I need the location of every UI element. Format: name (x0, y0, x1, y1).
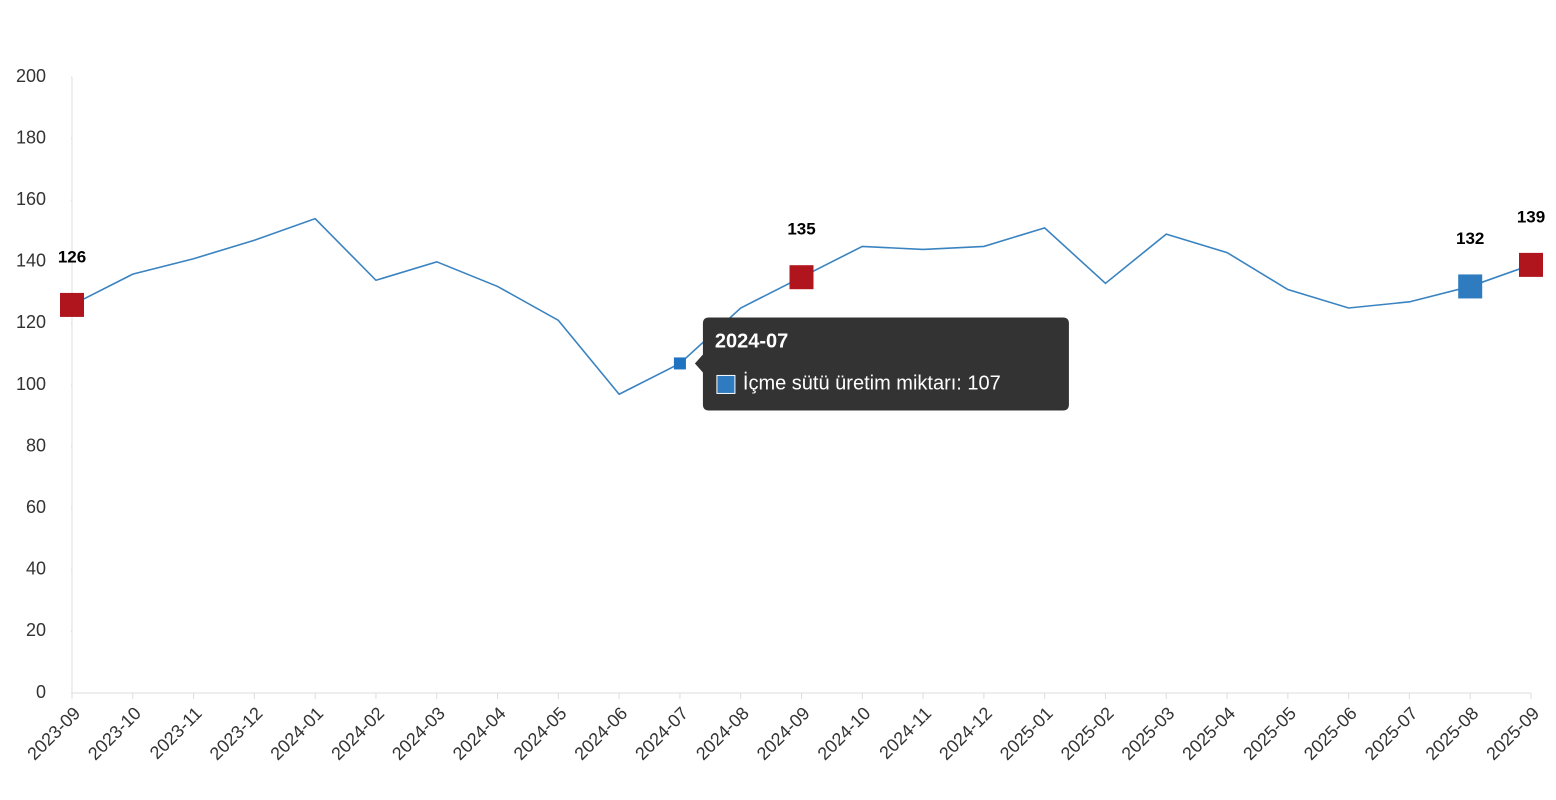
marker (1519, 252, 1543, 277)
x-tick-label: 2025-07 (1361, 703, 1422, 764)
y-tick-label: 120 (16, 312, 46, 332)
y-tick-label: 60 (26, 497, 46, 517)
marker (1458, 274, 1483, 299)
y-tick-label: 200 (16, 66, 46, 86)
y-tick-label: 140 (16, 251, 46, 271)
x-tick-label: 2024-06 (570, 703, 631, 764)
data-label: 132 (1456, 229, 1484, 248)
x-tick-label: 2023-09 (23, 703, 84, 764)
tooltip: 2024-07 İçme sütü üretim miktarı: 107 (694, 317, 1069, 411)
x-tick-label: 2024-03 (388, 703, 449, 764)
y-tick-label: 160 (16, 189, 46, 209)
y-tick-label: 20 (26, 620, 46, 640)
x-tick-label: 2024-09 (753, 703, 814, 764)
x-tick-label: 2025-03 (1118, 703, 1179, 764)
x-tick-label: 2024-04 (449, 703, 510, 764)
y-tick-label: 0 (36, 682, 46, 702)
tooltip-swatch (716, 374, 736, 394)
data-label: 135 (787, 220, 815, 239)
data-label: 126 (58, 247, 86, 266)
x-tick-label: 2025-08 (1422, 703, 1483, 764)
x-tick-label: 2025-04 (1178, 703, 1239, 764)
x-tick-label: 2024-01 (266, 703, 327, 764)
y-tick-label: 80 (26, 435, 46, 455)
x-tick-label: 2024-12 (935, 703, 996, 764)
marker (60, 292, 84, 317)
marker (789, 265, 814, 290)
x-tick-label: 2024-05 (510, 703, 571, 764)
x-tick-label: 2023-10 (84, 703, 145, 764)
x-tick-label: 2024-10 (814, 703, 875, 764)
y-tick-label: 180 (16, 127, 46, 147)
data-label: 139 (1517, 207, 1545, 226)
tooltip-text: İçme sütü üretim miktarı: 107 (743, 372, 1001, 395)
x-tick-label: 2024-11 (875, 703, 935, 763)
x-tick-label: 2025-02 (1057, 703, 1118, 764)
x-tick-label: 2024-07 (631, 703, 692, 764)
x-tick-label: 2023-11 (146, 703, 206, 763)
y-tick-label: 100 (16, 374, 46, 394)
y-tick-label: 40 (26, 559, 46, 579)
x-tick-label: 2025-09 (1482, 703, 1543, 764)
x-tick-label: 2025-01 (996, 703, 1057, 764)
x-tick-label: 2025-06 (1300, 703, 1361, 764)
marker (673, 357, 686, 370)
x-tick-label: 2024-02 (327, 703, 388, 764)
tooltip-title: 2024-07 (715, 331, 788, 353)
tooltip-box (694, 317, 1069, 411)
x-tick-label: 2025-05 (1239, 703, 1300, 764)
x-tick-label: 2024-08 (692, 703, 753, 764)
x-tick-label: 2023-12 (206, 703, 267, 764)
